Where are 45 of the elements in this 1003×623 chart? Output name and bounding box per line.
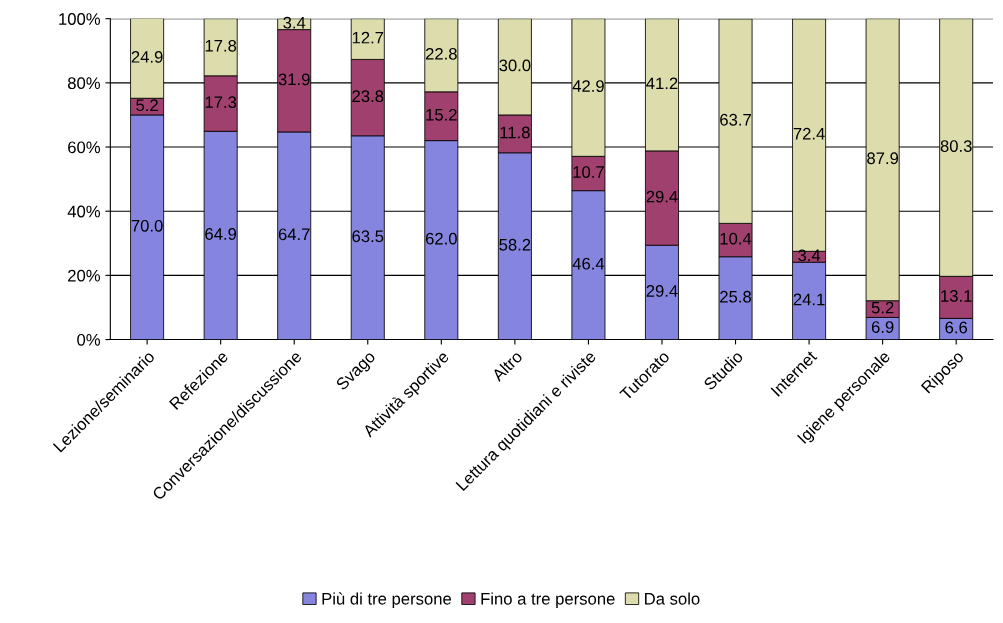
legend-label: Fino a tre persone [481, 592, 615, 608]
y-tick-label: 40% [67, 205, 101, 218]
data-label: 63.7 [720, 113, 751, 126]
data-label: 31.9 [278, 73, 310, 86]
data-label: 5.2 [871, 301, 894, 314]
data-label: 29.4 [646, 285, 678, 297]
data-label: 17.3 [205, 96, 237, 109]
data-label: 80.3 [940, 140, 972, 152]
data-label: 70.0 [131, 219, 163, 232]
data-label: 11.8 [500, 126, 530, 139]
data-label: 17.8 [205, 39, 237, 52]
data-label: 3.4 [798, 249, 821, 262]
data-label: 3.4 [283, 16, 306, 29]
data-label: 72.4 [793, 127, 825, 140]
y-tick-label: 100% [59, 13, 101, 25]
data-label: 22.8 [425, 47, 457, 60]
data-label: 42.9 [572, 80, 604, 92]
data-label: 6.9 [871, 321, 894, 333]
legend-label: Da solo [645, 592, 700, 605]
legend-label: Più di tre persone [322, 592, 452, 608]
data-label: 24.9 [131, 50, 163, 63]
y-tick-label: 60% [68, 141, 101, 154]
data-label: 6.6 [945, 321, 968, 334]
data-label: 10.7 [573, 166, 604, 178]
data-label: 64.7 [278, 228, 310, 241]
y-tick-label: 0% [77, 333, 101, 346]
data-label: 12.7 [352, 31, 384, 44]
data-label: 13.1 [941, 290, 972, 302]
data-label: 10.4 [720, 232, 752, 245]
data-label: 46.4 [572, 257, 605, 270]
data-label: 23.8 [352, 90, 384, 103]
data-label: 15.2 [426, 108, 457, 121]
data-label: 30.0 [499, 59, 531, 72]
data-label: 87.9 [867, 152, 899, 165]
y-tick-label: 20% [68, 269, 101, 282]
data-label: 24.1 [793, 293, 825, 306]
data-label: 41.2 [646, 77, 678, 90]
y-tick-label: 80% [67, 77, 101, 90]
data-label: 29.4 [646, 190, 678, 203]
data-label: 62.0 [425, 232, 457, 245]
data-label: 58.2 [499, 238, 531, 251]
data-label: 64.9 [205, 228, 237, 240]
data-label: 63.5 [352, 230, 384, 243]
data-label: 5.2 [136, 99, 158, 112]
data-label: 25.8 [720, 290, 752, 303]
